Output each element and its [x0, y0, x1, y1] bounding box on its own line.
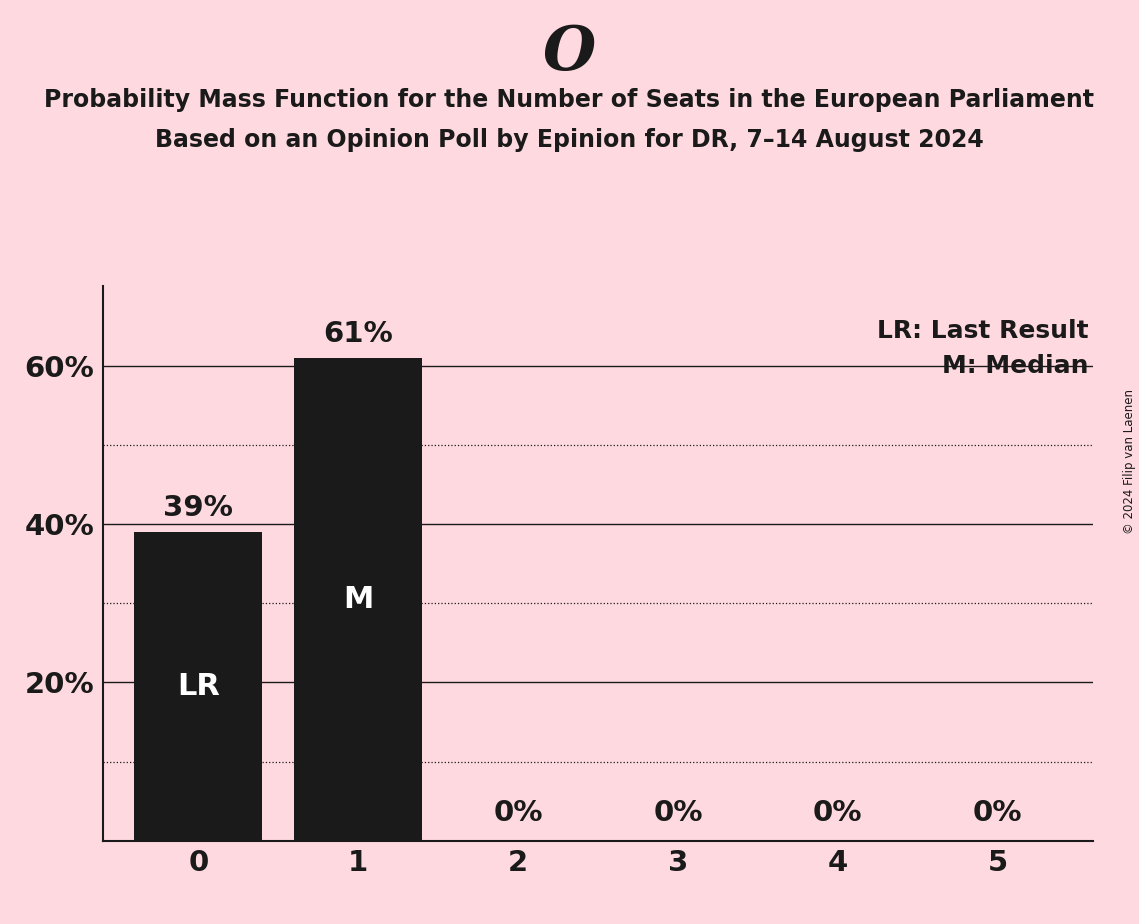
Text: 0%: 0%	[973, 798, 1023, 827]
Text: LR: Last Result: LR: Last Result	[877, 319, 1089, 343]
Text: 0%: 0%	[493, 798, 543, 827]
Text: M: M	[343, 585, 374, 614]
Text: O: O	[543, 23, 596, 83]
Text: Probability Mass Function for the Number of Seats in the European Parliament: Probability Mass Function for the Number…	[44, 88, 1095, 112]
Text: 61%: 61%	[323, 321, 393, 348]
Bar	[294, 358, 423, 841]
Bar	[134, 532, 262, 841]
Text: 0%: 0%	[813, 798, 862, 827]
Text: M: Median: M: Median	[942, 354, 1089, 378]
Text: LR: LR	[177, 672, 220, 701]
Text: 0%: 0%	[653, 798, 703, 827]
Text: 39%: 39%	[164, 494, 233, 522]
Text: © 2024 Filip van Laenen: © 2024 Filip van Laenen	[1123, 390, 1136, 534]
Text: Based on an Opinion Poll by Epinion for DR, 7–14 August 2024: Based on an Opinion Poll by Epinion for …	[155, 128, 984, 152]
